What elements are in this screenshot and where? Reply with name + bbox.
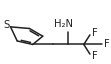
Text: F: F — [104, 39, 109, 49]
Text: F: F — [92, 28, 98, 38]
Text: F: F — [92, 51, 98, 61]
Text: H₂N: H₂N — [54, 19, 73, 29]
Text: S: S — [4, 20, 10, 30]
